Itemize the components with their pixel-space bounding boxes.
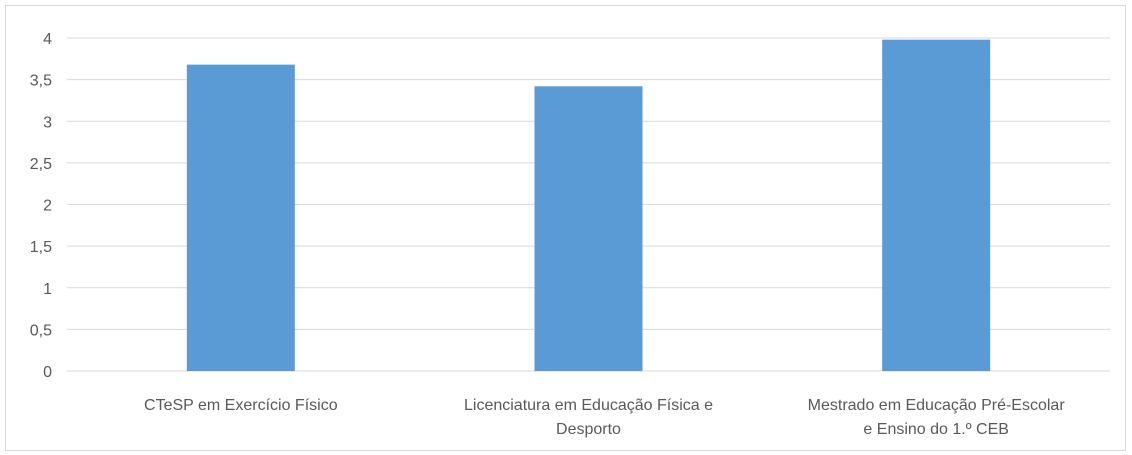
y-tick-label: 0 [43, 364, 52, 381]
x-category-label: CTeSP em Exercício Físico [144, 397, 338, 414]
x-category-label: Desporto [556, 421, 621, 438]
y-tick-label: 2 [43, 198, 52, 215]
y-tick-label: 2,5 [30, 156, 52, 173]
y-tick-label: 0,5 [30, 322, 52, 339]
y-tick-label: 1,5 [30, 239, 52, 256]
bar [882, 39, 991, 371]
bar [534, 86, 643, 371]
y-tick-label: 3 [43, 114, 52, 131]
y-tick-label: 3,5 [30, 73, 52, 90]
y-tick-label: 4 [43, 31, 52, 48]
y-tick-label: 1 [43, 281, 52, 298]
x-category-label: e Ensino do 1.º CEB [863, 421, 1008, 438]
bar [186, 64, 295, 371]
x-category-label: Licenciatura em Educação Física e [464, 397, 713, 414]
x-category-label: Mestrado em Educação Pré-Escolar [808, 397, 1066, 414]
